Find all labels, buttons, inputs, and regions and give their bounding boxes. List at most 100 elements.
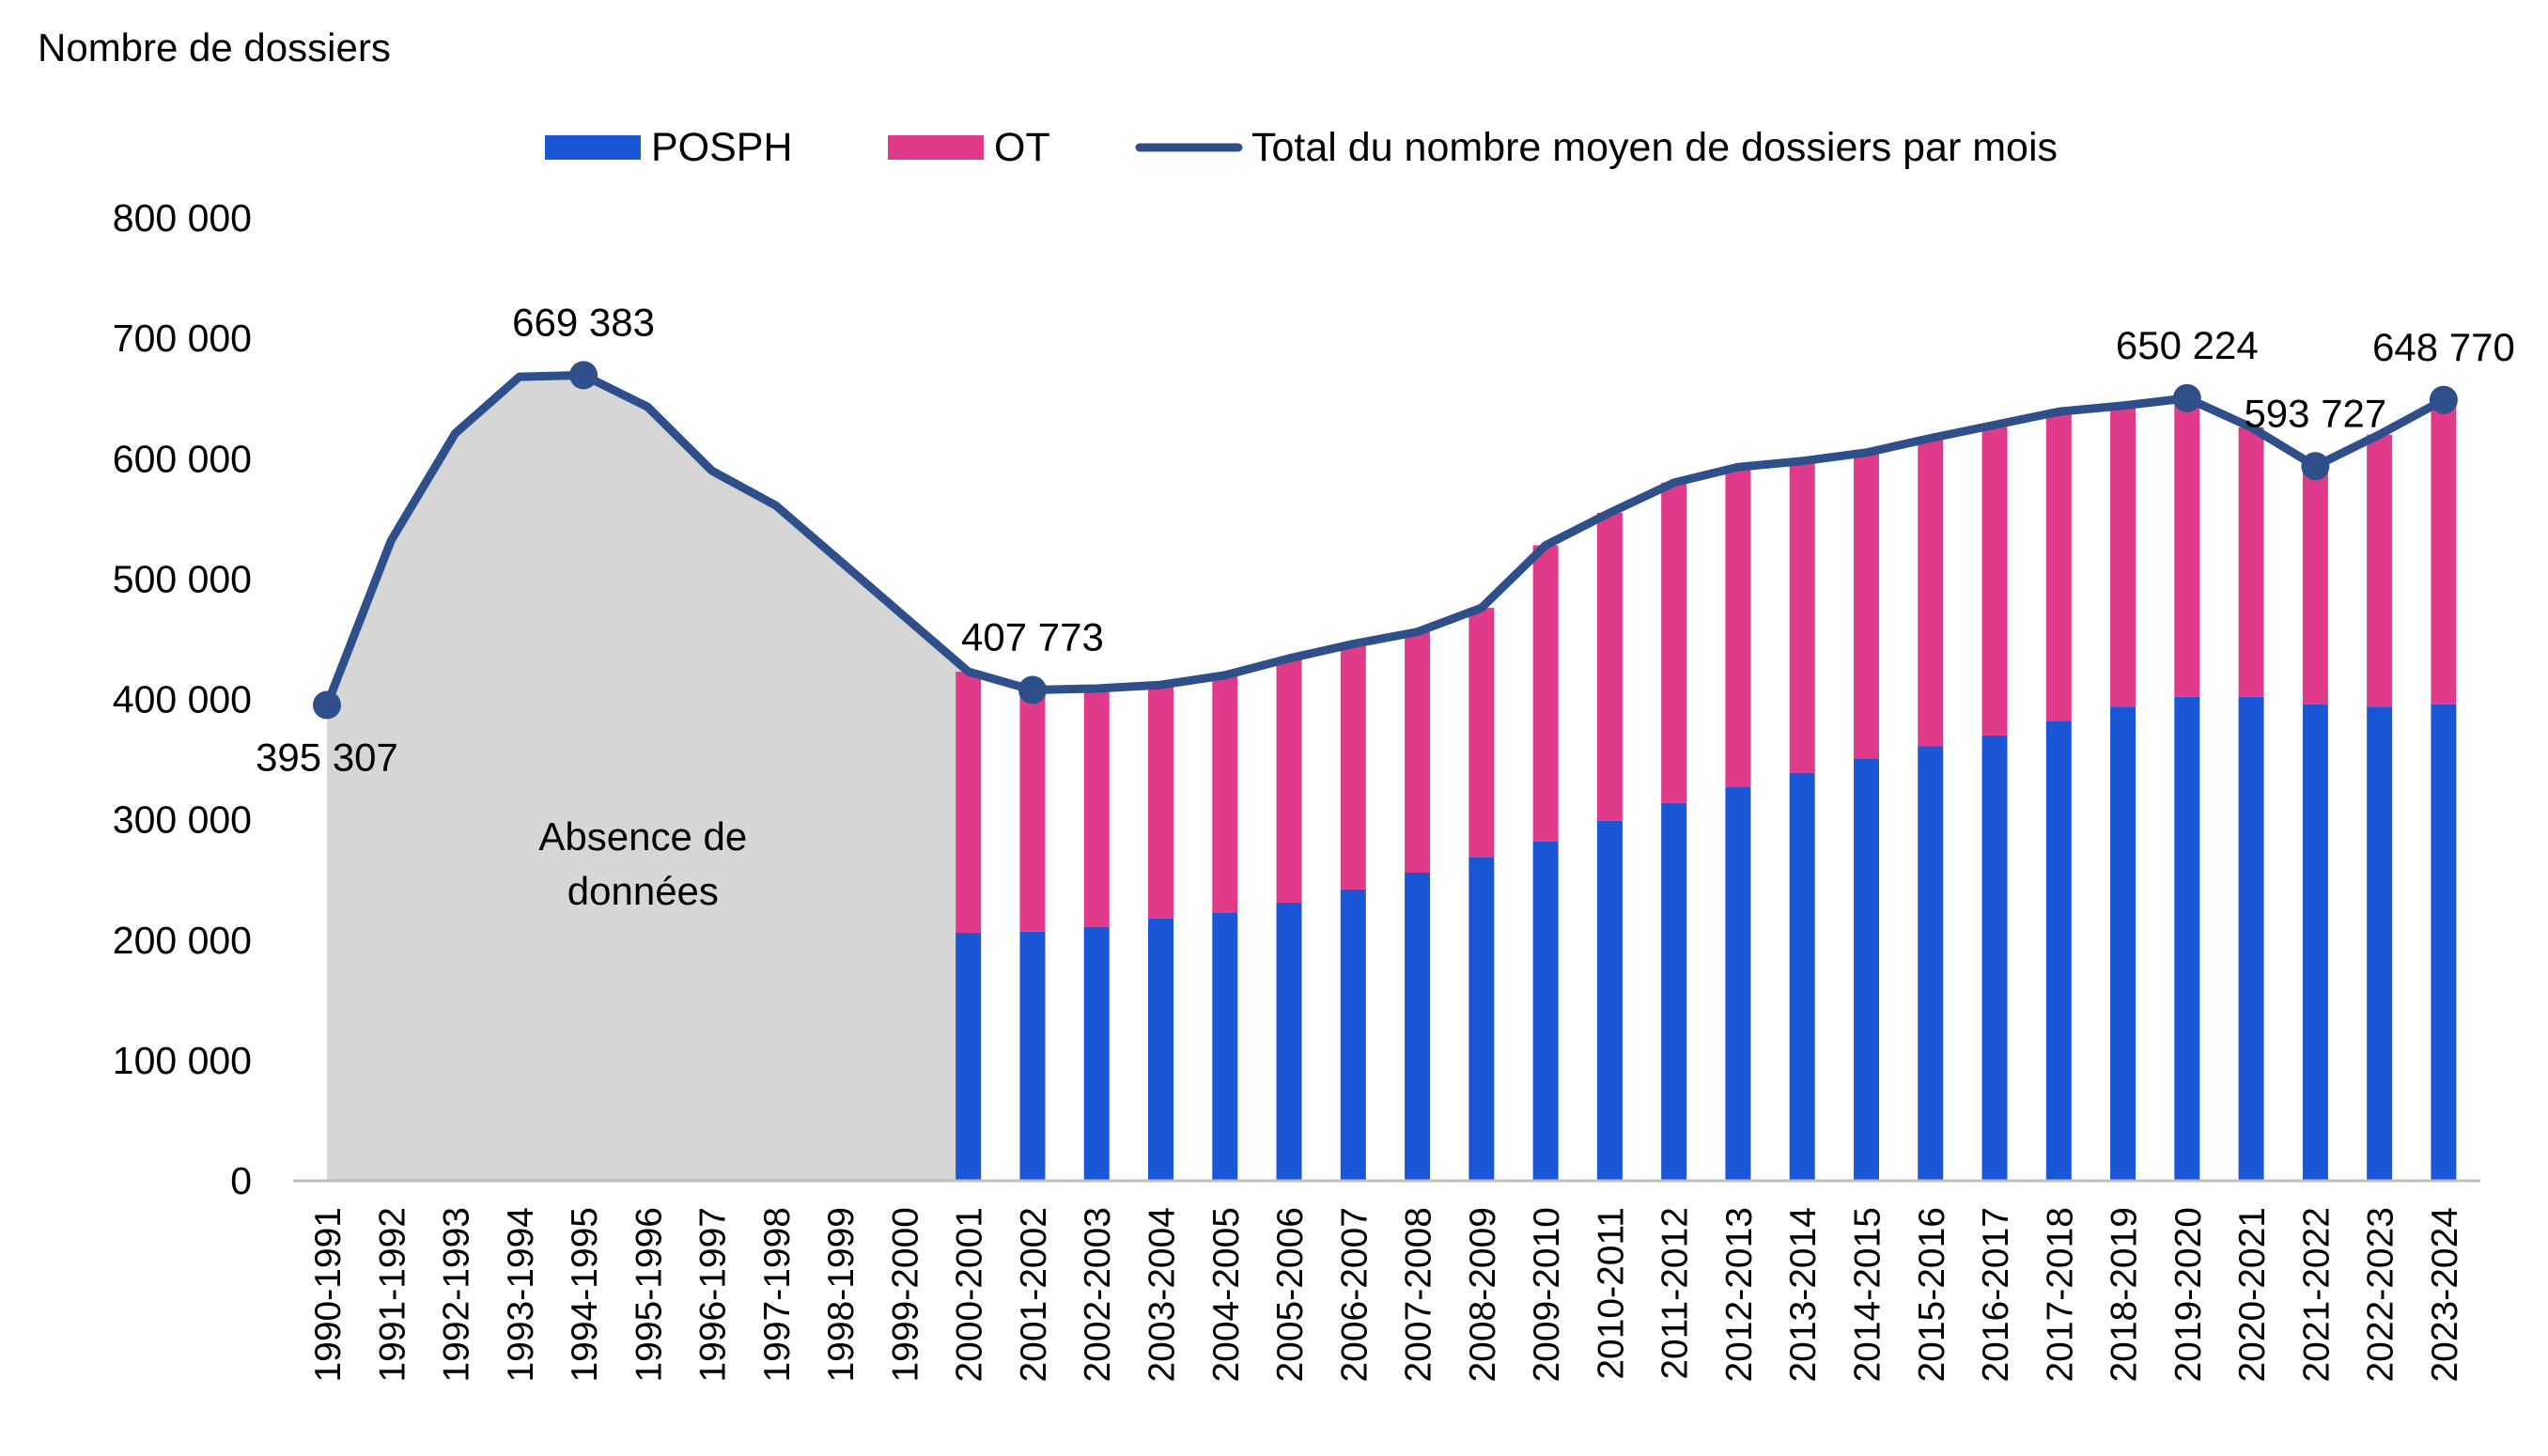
x-tick-label: 2002-2003 [1078,1207,1118,1383]
legend-label-posph: POSPH [651,125,793,170]
bar-ot [2110,405,2136,707]
x-tick-label: 2007-2008 [1399,1207,1439,1383]
x-tick-label: 1994-1995 [565,1207,605,1383]
bar-ot [1918,438,1944,747]
x-tick-label: 2010-2011 [1591,1207,1631,1380]
total-point-marker [569,361,598,390]
bar-posph [1596,820,1623,1181]
x-tick-label: 2016-2017 [1976,1207,2016,1383]
x-tick-label: 2021-2022 [2296,1207,2337,1383]
bar-ot [1212,674,1238,913]
y-tick-label: 200 000 [113,919,252,962]
bars [956,398,2457,1181]
y-tick-label: 700 000 [113,317,252,360]
y-tick-label: 500 000 [113,557,252,600]
x-tick-label: 1997-1998 [757,1207,798,1383]
x-tick-label: 2020-2021 [2232,1207,2273,1383]
bar-ot [2367,434,2393,707]
x-tick-label: 1995-1996 [629,1207,669,1383]
bar-ot [2302,465,2328,705]
bar-posph [1789,772,1815,1181]
total-line [313,361,2458,720]
legend: POSPH OT Total du nombre moyen de dossiers… [545,125,2058,170]
bar-posph [1276,903,1302,1181]
x-tick-label: 2008-2009 [1463,1207,1503,1383]
x-tick-label: 2005-2006 [1270,1207,1311,1383]
legend-swatch-ot [888,135,984,160]
bar-ot [1981,425,2008,736]
bar-ot [1405,631,1431,873]
bar-ot [1019,689,1046,932]
bar-posph [1083,926,1110,1181]
y-tick-label: 600 000 [113,437,252,480]
bar-posph [1725,787,1751,1181]
x-tick-label: 2001-2002 [1014,1207,1054,1383]
bar-ot [1789,460,1815,773]
bar-ot [1083,688,1110,927]
bar-ot [1148,685,1174,919]
x-tick-label: 2012-2013 [1719,1207,1760,1383]
y-tick-label: 0 [230,1159,252,1202]
x-tick-label: 1996-1997 [693,1207,734,1383]
bar-posph [2110,706,2136,1181]
x-tick-label: 2011-2012 [1655,1207,1696,1380]
x-tick-label: 2003-2004 [1142,1207,1183,1383]
y-axis-ticks: 0 100 000 200 000 300 000 400 000 500 000 600 … [113,196,252,1202]
data-label: 395 307 [256,736,398,780]
total-series-line [322,370,2448,710]
total-point-marker [2172,383,2201,412]
bar-posph [2238,696,2264,1181]
x-tick-label: 2023-2024 [2425,1207,2465,1383]
bar-ot [1276,658,1302,904]
bar-posph [2431,704,2457,1181]
data-label: 669 383 [512,300,655,344]
bar-ot [2045,411,2072,721]
x-tick-label: 1990-1991 [308,1207,349,1383]
bar-ot [1340,643,1366,890]
legend-label-total: Total du nombre moyen de dossiers par mo… [1251,125,2058,170]
x-tick-label: 2013-2014 [1783,1207,1824,1383]
bar-ot [2174,398,2200,697]
no-data-annotation-line: Absence de [538,814,747,859]
x-tick-label: 2022-2023 [2361,1207,2401,1383]
total-point-marker [313,690,341,720]
x-tick-label: 2015-2016 [1912,1207,1952,1383]
bar-ot [1725,467,1751,788]
x-tick-label: 2006-2007 [1334,1207,1375,1383]
bar-ot [2238,426,2264,697]
y-tick-label: 800 000 [113,196,252,240]
bar-posph [1340,889,1366,1181]
no-data-area [327,375,969,1181]
data-label: 593 727 [2244,391,2386,435]
x-tick-label: 1998-1999 [821,1207,862,1383]
bar-posph [2174,696,2200,1181]
bar-posph [1405,873,1431,1181]
bar-posph [2367,706,2393,1181]
bar-ot [1532,545,1559,842]
no-data-annotation: Absence de données [538,814,747,913]
bar-posph [2045,720,2072,1181]
x-tick-label: 1993-1994 [501,1207,541,1383]
y-tick-label: 100 000 [113,1039,252,1082]
x-tick-label: 1999-2000 [885,1207,925,1383]
total-point-marker [2301,452,2330,481]
no-data-region [327,375,969,1181]
x-tick-label: 2009-2010 [1527,1207,1567,1383]
x-tick-label: 1991-1992 [372,1207,412,1383]
point-labels: 395 307 669 383 407 773 650 224 593 727 648 7… [256,300,2515,779]
x-tick-label: 2014-2015 [1847,1207,1888,1383]
bar-ot [956,672,982,934]
bar-posph [1918,746,1944,1181]
bar-posph [1468,857,1495,1181]
y-axis-label: Nombre de dossiers [38,25,391,70]
x-tick-label: 2000-2001 [950,1207,990,1383]
bar-posph [1981,735,2008,1181]
bar-ot [1661,482,1687,803]
bar-ot [1596,512,1623,821]
data-label: 407 773 [961,615,1104,659]
bar-ot [1853,452,1879,759]
y-tick-label: 300 000 [113,798,252,842]
total-point-marker [1018,675,1047,705]
x-tick-label: 1992-1993 [437,1207,477,1383]
